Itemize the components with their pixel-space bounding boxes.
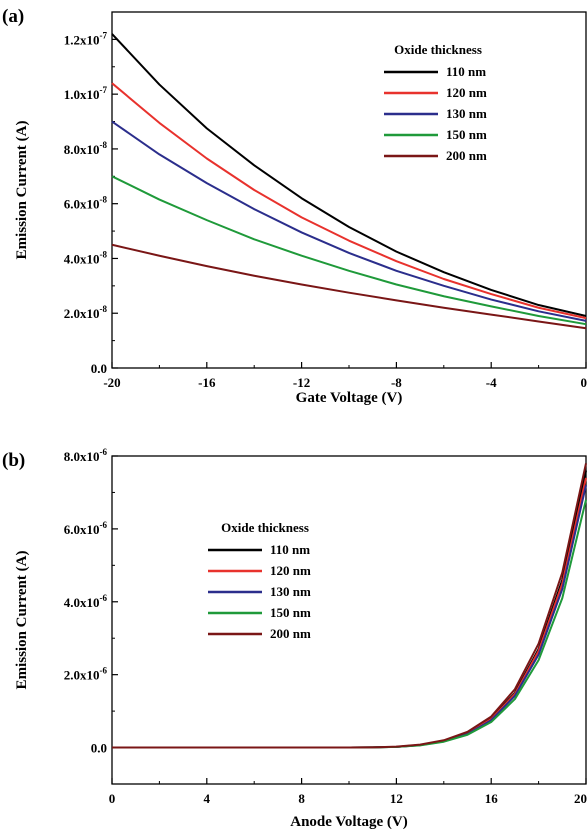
y-tick-label: 2.0x10-6 <box>64 666 108 683</box>
series-line-200-nm <box>112 463 587 749</box>
legend-entry: 150 nm <box>270 605 311 620</box>
x-tick-label: 20 <box>574 791 587 806</box>
y-tick-label: 4.0x10-8 <box>64 249 108 266</box>
y-tick-label: 0.0 <box>91 361 107 376</box>
x-axis-label: Gate Voltage (V) <box>296 390 403 406</box>
series-line-150-nm <box>111 175 587 326</box>
y-tick-label: 8.0x10-8 <box>64 140 108 157</box>
legend-entry: 130 nm <box>446 106 487 121</box>
y-tick-label: 6.0x10-6 <box>64 520 108 537</box>
x-tick-label: 4 <box>204 791 211 806</box>
y-axis-label: Emission Current (A) <box>14 121 30 260</box>
legend-entry: 120 nm <box>270 563 311 578</box>
y-tick-label: 6.0x10-8 <box>64 195 108 212</box>
series-line-120-nm <box>111 82 587 320</box>
legend-title: Oxide thickness <box>221 520 309 535</box>
legend-entry: 120 nm <box>446 85 487 100</box>
legend-box <box>202 516 328 646</box>
y-tick-label: 4.0x10-6 <box>64 593 108 610</box>
panel-label: (b) <box>2 450 25 471</box>
x-tick-label: 0 <box>581 375 588 390</box>
chart-panel-a: (a) -20 -16 -12 -8 -4 0 0.0 2.0x10-8 4.0x10-8 6.0x… <box>2 6 587 406</box>
x-tick-label: -20 <box>103 375 120 390</box>
legend-entry: 200 nm <box>270 626 311 641</box>
legend-title: Oxide thickness <box>394 42 482 57</box>
plot-frame <box>111 11 587 369</box>
x-tick-label: -16 <box>198 375 216 390</box>
x-tick-label: -8 <box>391 375 402 390</box>
legend-box <box>378 37 498 167</box>
series-line-130-nm <box>112 484 587 749</box>
y-tick-label: 8.0x10-6 <box>64 447 108 464</box>
series-line-120-nm <box>112 477 587 749</box>
panel-label: (a) <box>2 6 24 27</box>
x-tick-label: 16 <box>485 791 499 806</box>
legend-entry: 130 nm <box>270 584 311 599</box>
x-tick-label: 0 <box>109 791 116 806</box>
plot-frame <box>111 455 587 785</box>
y-tick-label: 1.0x10-7 <box>64 85 108 102</box>
legend-entry: 150 nm <box>446 127 487 142</box>
y-tick-label: 1.2x10-7 <box>64 30 108 47</box>
legend-entry: 110 nm <box>270 542 310 557</box>
series-line-200-nm <box>111 243 587 330</box>
chart-panel-b: (b) 0 4 8 12 16 20 0.0 2.0x10-6 4.0x10-6 6.0x10-6 8… <box>2 447 587 830</box>
y-axis-label: Emission Current (A) <box>14 551 30 690</box>
y-tick-label: 2.0x10-8 <box>64 304 108 321</box>
x-tick-label: 8 <box>298 791 305 806</box>
x-tick-label: -12 <box>293 375 310 390</box>
legend: Oxide thickness 110 nm 120 nm 130 nm 150 nm 2… <box>378 37 498 167</box>
x-axis-label: Anode Voltage (V) <box>290 814 408 830</box>
legend-entry: 200 nm <box>446 148 487 163</box>
x-tick-label: 12 <box>390 791 403 806</box>
y-tick-label: 0.0 <box>91 741 107 756</box>
legend-entry: 110 nm <box>446 64 486 79</box>
series-line-130-nm <box>111 120 587 322</box>
x-tick-label: -4 <box>486 375 497 390</box>
series-line-110-nm <box>111 33 587 317</box>
legend: Oxide thickness 110 nm 120 nm 130 nm 150 nm 2… <box>202 516 328 646</box>
series-line-150-nm <box>112 499 587 749</box>
series-line-110-nm <box>112 470 587 749</box>
